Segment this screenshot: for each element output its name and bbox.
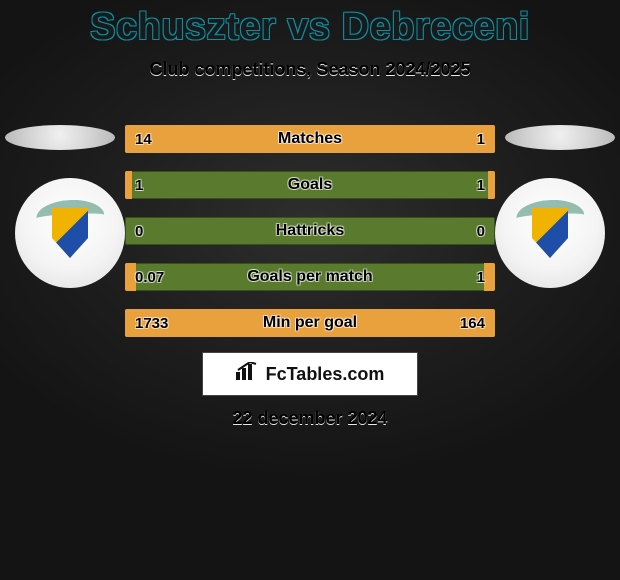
stat-row: 0Hattricks0 — [125, 217, 495, 245]
stat-value-right: 1 — [477, 125, 485, 153]
stat-label: Goals — [125, 171, 495, 199]
stat-row: 14Matches1 — [125, 125, 495, 153]
stat-bars: 14Matches11Goals10Hattricks00.07Goals pe… — [125, 125, 495, 355]
comparison-infographic: Schuszter vs Debreceni Club competitions… — [0, 0, 620, 580]
stat-label: Hattricks — [125, 217, 495, 245]
stat-value-right: 1 — [477, 263, 485, 291]
club-badge-right — [495, 178, 605, 288]
bar-chart-icon — [236, 362, 258, 386]
club-badge-left — [15, 178, 125, 288]
stat-row: 1Goals1 — [125, 171, 495, 199]
player-photo-right — [505, 125, 615, 150]
branding-text: FcTables.com — [266, 364, 385, 385]
comparison-date: 22 december 2024 — [0, 408, 620, 429]
crest-icon — [42, 198, 98, 268]
page-subtitle: Club competitions, Season 2024/2025 — [0, 59, 620, 80]
branding-box[interactable]: FcTables.com — [202, 352, 418, 396]
stat-label: Goals per match — [125, 263, 495, 291]
stat-label: Matches — [125, 125, 495, 153]
stat-row: 1733Min per goal164 — [125, 309, 495, 337]
stat-row: 0.07Goals per match1 — [125, 263, 495, 291]
stat-value-right: 1 — [477, 171, 485, 199]
crest-icon — [522, 198, 578, 268]
stat-value-right: 164 — [460, 309, 485, 337]
stat-label: Min per goal — [125, 309, 495, 337]
page-title: Schuszter vs Debreceni — [0, 0, 620, 49]
stat-value-right: 0 — [477, 217, 485, 245]
player-photo-left — [5, 125, 115, 150]
